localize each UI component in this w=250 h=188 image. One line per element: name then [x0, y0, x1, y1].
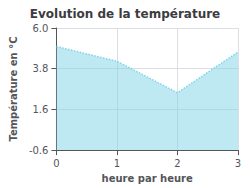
svg-text:0: 0 — [53, 158, 59, 169]
svg-text:2: 2 — [174, 158, 180, 169]
svg-text:3.8: 3.8 — [33, 63, 49, 74]
svg-text:6.0: 6.0 — [33, 23, 49, 34]
svg-text:heure par heure: heure par heure — [102, 173, 193, 184]
svg-text:Evolution de la température: Evolution de la température — [30, 7, 221, 21]
svg-text:1: 1 — [114, 158, 120, 169]
svg-text:1.6: 1.6 — [33, 104, 49, 115]
svg-text:-0.6: -0.6 — [29, 145, 49, 156]
svg-text:3: 3 — [235, 158, 241, 169]
svg-text:Température en °C: Température en °C — [8, 36, 19, 141]
